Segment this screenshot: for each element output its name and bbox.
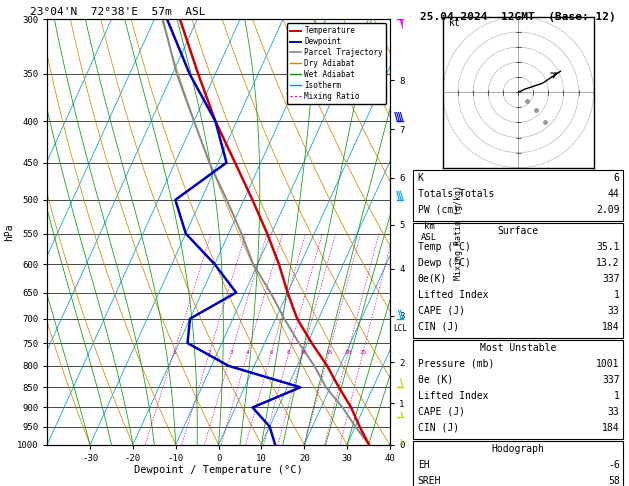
- Text: Temp (°C): Temp (°C): [418, 242, 470, 252]
- Text: 25: 25: [359, 350, 367, 355]
- Legend: Temperature, Dewpoint, Parcel Trajectory, Dry Adiabat, Wet Adiabat, Isotherm, Mi: Temperature, Dewpoint, Parcel Trajectory…: [287, 23, 386, 104]
- Text: 15: 15: [325, 350, 333, 355]
- Text: 3: 3: [230, 350, 233, 355]
- X-axis label: Dewpoint / Temperature (°C): Dewpoint / Temperature (°C): [134, 466, 303, 475]
- Text: 44: 44: [608, 189, 620, 199]
- Text: -6: -6: [608, 460, 620, 470]
- Text: 10: 10: [299, 350, 306, 355]
- Text: Surface: Surface: [498, 226, 538, 236]
- Text: 1001: 1001: [596, 359, 620, 369]
- Text: kt: kt: [449, 18, 460, 28]
- Y-axis label: km
ASL: km ASL: [421, 223, 437, 242]
- Text: 6: 6: [614, 173, 620, 183]
- Text: 8: 8: [287, 350, 291, 355]
- Text: 184: 184: [602, 322, 620, 332]
- Text: Totals Totals: Totals Totals: [418, 189, 494, 199]
- Text: K: K: [418, 173, 423, 183]
- Text: Mixing Ratio (g/kg): Mixing Ratio (g/kg): [454, 185, 463, 279]
- Text: θe(K): θe(K): [418, 274, 447, 284]
- Text: Dewp (°C): Dewp (°C): [418, 258, 470, 268]
- Text: 23°04'N  72°38'E  57m  ASL: 23°04'N 72°38'E 57m ASL: [30, 7, 206, 17]
- Text: 6: 6: [269, 350, 273, 355]
- Text: 337: 337: [602, 375, 620, 385]
- Text: Lifted Index: Lifted Index: [418, 391, 488, 401]
- Polygon shape: [400, 9, 403, 30]
- Y-axis label: hPa: hPa: [4, 223, 14, 241]
- Text: 33: 33: [608, 306, 620, 316]
- Text: 4: 4: [246, 350, 250, 355]
- Text: Pressure (mb): Pressure (mb): [418, 359, 494, 369]
- Text: Lifted Index: Lifted Index: [418, 290, 488, 300]
- Text: 184: 184: [602, 423, 620, 433]
- Text: CIN (J): CIN (J): [418, 322, 459, 332]
- Text: 58: 58: [608, 476, 620, 486]
- Text: 33: 33: [608, 407, 620, 417]
- Text: 1: 1: [172, 350, 175, 355]
- Text: 2.09: 2.09: [596, 205, 620, 215]
- Text: Most Unstable: Most Unstable: [480, 343, 556, 353]
- Text: EH: EH: [418, 460, 430, 470]
- Text: CAPE (J): CAPE (J): [418, 407, 465, 417]
- Text: CAPE (J): CAPE (J): [418, 306, 465, 316]
- Text: CIN (J): CIN (J): [418, 423, 459, 433]
- Text: 1: 1: [614, 391, 620, 401]
- Text: LCL: LCL: [393, 324, 408, 333]
- Text: 2: 2: [208, 350, 211, 355]
- Text: 25.04.2024  12GMT  (Base: 12): 25.04.2024 12GMT (Base: 12): [420, 12, 616, 22]
- Text: Hodograph: Hodograph: [491, 444, 545, 454]
- Text: 13.2: 13.2: [596, 258, 620, 268]
- Text: 337: 337: [602, 274, 620, 284]
- Text: 1: 1: [614, 290, 620, 300]
- Text: 20: 20: [344, 350, 352, 355]
- Text: 35.1: 35.1: [596, 242, 620, 252]
- Text: SREH: SREH: [418, 476, 441, 486]
- Text: θe (K): θe (K): [418, 375, 453, 385]
- Text: PW (cm): PW (cm): [418, 205, 459, 215]
